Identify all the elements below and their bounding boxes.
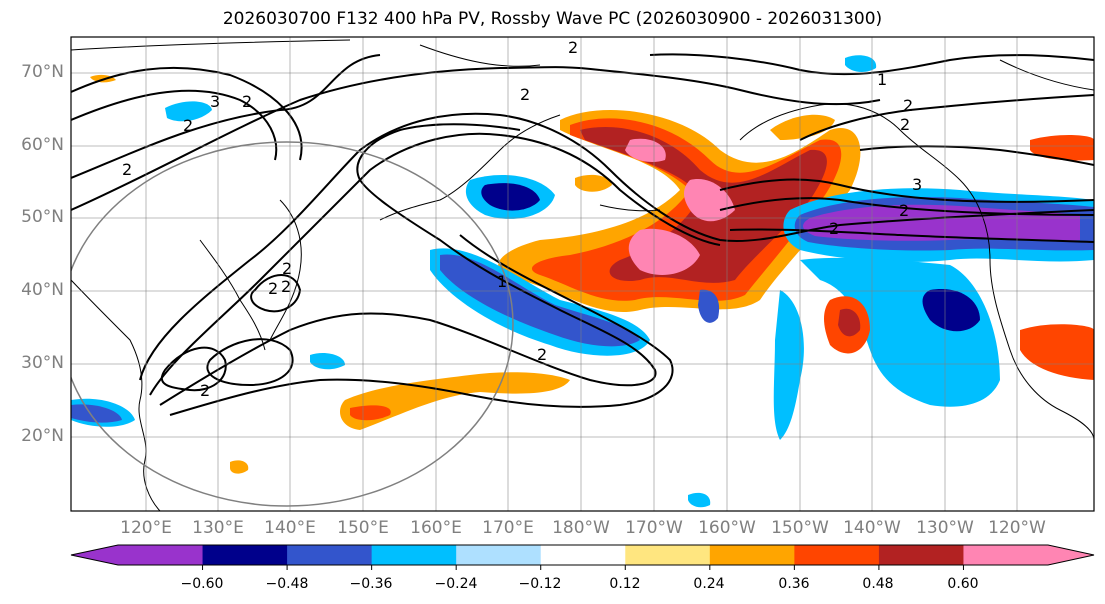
colorbar-swatch: [625, 545, 711, 565]
contour-label: 2: [200, 381, 210, 400]
contour-label: 2: [282, 259, 292, 278]
colorbar-swatch: [878, 545, 964, 565]
contour-label: 2: [183, 116, 193, 135]
colorbar-extend-left: [71, 545, 118, 565]
contour-label: 2: [900, 115, 910, 134]
contour-label: 2: [520, 85, 530, 104]
map-frame: [70, 36, 1095, 512]
lon-label: 160°E: [410, 518, 462, 538]
contour-label: 3: [912, 175, 922, 194]
colorbar-tick-label: −0.24: [434, 576, 478, 592]
lat-label: 70°N: [21, 62, 64, 82]
colorbar-swatch: [456, 545, 542, 565]
colorbar-swatch: [118, 545, 204, 565]
colorbar-tick-label: −0.48: [265, 576, 309, 592]
map-title: 2026030700 F132 400 hPa PV, Rossby Wave …: [222, 9, 883, 29]
colorbar-tick-label: 0.12: [609, 576, 641, 592]
colorbar-tick-label: −0.60: [180, 576, 224, 592]
colorbar-tick-label: 0.48: [862, 576, 894, 592]
colorbar-tick-label: −0.36: [349, 576, 393, 592]
colorbar-swatch: [963, 545, 1049, 565]
lat-label: 50°N: [21, 207, 64, 227]
contour-label: 1: [877, 70, 887, 89]
lon-label: 170°W: [625, 518, 683, 538]
contour-label: 2: [537, 345, 547, 364]
lon-label: 140°E: [264, 518, 316, 538]
colorbar-tick-label: 0.60: [947, 576, 979, 592]
colorbar-swatch: [794, 545, 880, 565]
lat-label: 60°N: [21, 135, 64, 155]
lon-label: 120°E: [120, 518, 172, 538]
colorbar-swatch: [371, 545, 457, 565]
contour-label: 2: [568, 38, 578, 57]
lon-label: 120°W: [988, 518, 1046, 538]
colorbar-swatch: [540, 545, 626, 565]
colorbar-extend-right: [1048, 545, 1094, 565]
contour-label: 2: [242, 92, 252, 111]
contour-label: 2: [122, 160, 132, 179]
colorbar-swatch: [709, 545, 795, 565]
lon-label: 170°E: [482, 518, 534, 538]
contour-label: 2: [899, 201, 909, 220]
lon-label: 150°W: [771, 518, 829, 538]
lon-label: 160°W: [698, 518, 756, 538]
contour-label: 3: [210, 92, 220, 111]
lon-label: 140°W: [843, 518, 901, 538]
positive-anomaly-subtropical: [340, 372, 570, 430]
colorbar-swatch: [287, 545, 373, 565]
colorbar: [70, 544, 1095, 570]
colorbar-tick-label: −0.12: [518, 576, 562, 592]
coastlines: [71, 39, 1094, 511]
colorbar-outline: [70, 544, 1095, 566]
contour-label: 2: [268, 279, 278, 298]
lat-label: 20°N: [21, 426, 64, 446]
colorbar-swatch: [202, 545, 288, 565]
contour-label: 1: [497, 272, 507, 291]
contour-label: 2: [281, 277, 291, 296]
lon-label: 180°W: [552, 518, 610, 538]
lon-label: 130°E: [192, 518, 244, 538]
lat-label: 40°N: [21, 280, 64, 300]
contour-label: 2: [903, 96, 913, 115]
pv-contours: [71, 53, 1094, 416]
reference-circle: [71, 141, 514, 507]
colorbar-tick-label: 0.24: [693, 576, 725, 592]
colorbar-tick-label: 0.36: [778, 576, 810, 592]
lat-label: 30°N: [21, 353, 64, 373]
lon-label: 150°E: [337, 518, 389, 538]
lon-label: 130°W: [916, 518, 974, 538]
contour-label: 2: [829, 219, 839, 238]
